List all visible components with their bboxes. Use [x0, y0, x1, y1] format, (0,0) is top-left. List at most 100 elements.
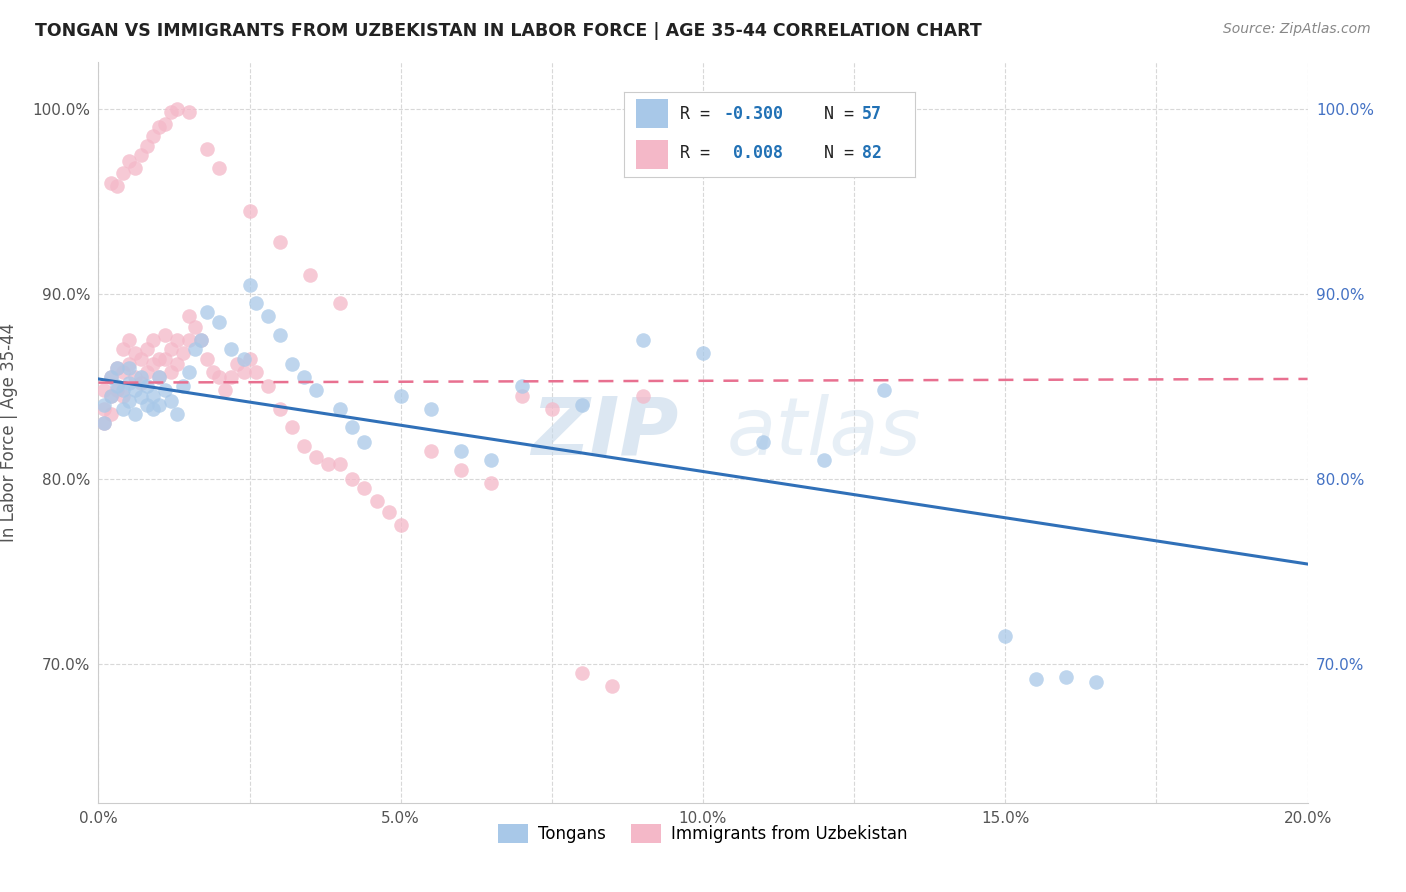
Point — [166, 357, 188, 371]
Point — [813, 453, 835, 467]
Point — [118, 357, 141, 371]
Point — [135, 365, 157, 379]
Point — [299, 268, 322, 283]
Point — [105, 360, 128, 375]
Point — [281, 357, 304, 371]
Point — [124, 161, 146, 175]
Point — [389, 518, 412, 533]
Point — [195, 143, 218, 157]
Point — [239, 351, 262, 366]
Point — [153, 383, 176, 397]
Point — [571, 398, 593, 412]
Point — [160, 365, 183, 379]
Point — [692, 346, 714, 360]
Point — [184, 343, 207, 357]
Point — [160, 343, 183, 357]
Point — [377, 505, 399, 519]
Point — [142, 357, 165, 371]
Point — [118, 333, 141, 347]
Point — [93, 417, 115, 431]
Point — [124, 407, 146, 421]
Point — [342, 420, 364, 434]
Point — [245, 296, 267, 310]
Text: TONGAN VS IMMIGRANTS FROM UZBEKISTAN IN LABOR FORCE | AGE 35-44 CORRELATION CHAR: TONGAN VS IMMIGRANTS FROM UZBEKISTAN IN … — [35, 22, 981, 40]
Point — [129, 391, 152, 405]
Point — [221, 343, 243, 357]
Point — [93, 401, 115, 416]
Point — [752, 434, 775, 449]
Point — [239, 277, 262, 292]
Point — [269, 401, 291, 416]
Point — [148, 370, 170, 384]
Point — [142, 401, 165, 416]
Point — [353, 434, 375, 449]
Point — [105, 179, 128, 194]
Point — [172, 379, 194, 393]
Point — [172, 346, 194, 360]
Point — [305, 383, 328, 397]
Point — [135, 343, 157, 357]
Point — [1024, 672, 1046, 686]
Point — [190, 333, 212, 347]
Point — [100, 176, 122, 190]
Point — [111, 365, 134, 379]
Point — [281, 420, 304, 434]
Point — [190, 333, 212, 347]
Y-axis label: In Labor Force | Age 35-44: In Labor Force | Age 35-44 — [0, 323, 18, 542]
Point — [481, 475, 503, 490]
Point — [160, 105, 183, 120]
Point — [184, 320, 207, 334]
Point — [195, 351, 218, 366]
Point — [166, 407, 188, 421]
Text: Source: ZipAtlas.com: Source: ZipAtlas.com — [1223, 22, 1371, 37]
Point — [142, 389, 165, 403]
Point — [602, 679, 624, 693]
Point — [105, 379, 128, 393]
Point — [420, 401, 443, 416]
Point — [510, 379, 533, 393]
Point — [129, 351, 152, 366]
Point — [93, 398, 115, 412]
Point — [631, 389, 654, 403]
Point — [510, 389, 533, 403]
Point — [118, 376, 141, 390]
Point — [148, 398, 170, 412]
Point — [129, 148, 152, 162]
Point — [232, 351, 254, 366]
Text: atlas: atlas — [727, 393, 922, 472]
Point — [202, 365, 225, 379]
Point — [93, 383, 115, 397]
Point — [208, 370, 231, 384]
Point — [100, 370, 122, 384]
Point — [221, 370, 243, 384]
Point — [226, 357, 249, 371]
Point — [142, 333, 165, 347]
Point — [118, 153, 141, 168]
Text: ZIP: ZIP — [531, 393, 679, 472]
Point — [353, 481, 375, 495]
Point — [166, 102, 188, 116]
Point — [450, 462, 472, 476]
Point — [269, 235, 291, 249]
Point — [124, 370, 146, 384]
Point — [153, 327, 176, 342]
Point — [135, 138, 157, 153]
Point — [329, 296, 352, 310]
Point — [994, 629, 1017, 643]
Point — [166, 333, 188, 347]
Point — [118, 360, 141, 375]
Point — [179, 309, 201, 323]
Legend: Tongans, Immigrants from Uzbekistan: Tongans, Immigrants from Uzbekistan — [492, 817, 914, 850]
Point — [135, 379, 157, 393]
Point — [292, 370, 315, 384]
Point — [245, 365, 267, 379]
Point — [195, 305, 218, 319]
Point — [292, 439, 315, 453]
Point — [540, 401, 562, 416]
Point — [873, 383, 896, 397]
Point — [135, 398, 157, 412]
Point — [148, 120, 170, 135]
Point — [1054, 670, 1077, 684]
Point — [124, 383, 146, 397]
Point — [129, 376, 152, 390]
